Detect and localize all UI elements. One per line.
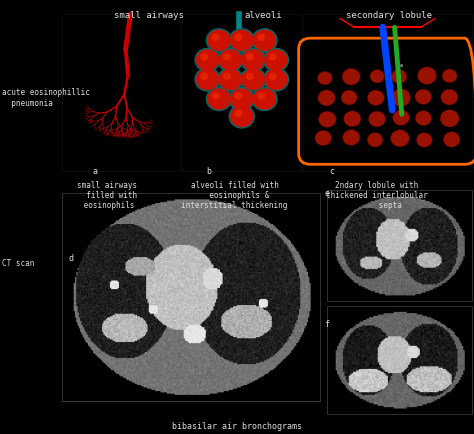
- Circle shape: [318, 91, 335, 107]
- Circle shape: [440, 111, 459, 128]
- Circle shape: [240, 49, 266, 73]
- Circle shape: [235, 111, 242, 118]
- Circle shape: [391, 70, 407, 85]
- Circle shape: [269, 54, 276, 61]
- Circle shape: [315, 131, 332, 146]
- Text: f: f: [325, 319, 330, 328]
- Text: e: e: [325, 189, 330, 198]
- Circle shape: [241, 50, 265, 72]
- Circle shape: [264, 50, 288, 72]
- Circle shape: [235, 93, 242, 100]
- Circle shape: [370, 70, 384, 84]
- Circle shape: [253, 30, 276, 52]
- Circle shape: [263, 68, 289, 92]
- Circle shape: [343, 130, 360, 146]
- Circle shape: [206, 88, 232, 112]
- FancyBboxPatch shape: [182, 15, 301, 171]
- Text: alveoli filled with
  eosinophils &
interstitial thickening: alveoli filled with eosinophils & inters…: [182, 180, 288, 210]
- Circle shape: [443, 132, 460, 148]
- FancyBboxPatch shape: [62, 15, 180, 171]
- Circle shape: [207, 30, 231, 52]
- Text: acute eosinophillic
  pneumonia: acute eosinophillic pneumonia: [2, 88, 90, 107]
- Circle shape: [415, 90, 432, 105]
- Circle shape: [269, 74, 276, 81]
- Circle shape: [230, 89, 254, 111]
- Circle shape: [240, 68, 266, 92]
- Circle shape: [442, 70, 457, 83]
- Circle shape: [257, 93, 265, 100]
- Circle shape: [196, 50, 219, 72]
- Circle shape: [219, 69, 242, 91]
- Circle shape: [207, 89, 231, 111]
- Circle shape: [228, 88, 255, 112]
- Circle shape: [251, 29, 278, 53]
- Text: bibasilar air bronchograms: bibasilar air bronchograms: [172, 421, 302, 430]
- Circle shape: [246, 74, 254, 81]
- Circle shape: [223, 54, 231, 61]
- Circle shape: [418, 68, 437, 85]
- Text: secondary lobule: secondary lobule: [346, 11, 432, 20]
- Circle shape: [219, 50, 242, 72]
- Text: a: a: [399, 63, 402, 68]
- Circle shape: [246, 54, 254, 61]
- Circle shape: [201, 54, 208, 61]
- Circle shape: [344, 112, 361, 128]
- Circle shape: [212, 35, 219, 42]
- Circle shape: [367, 133, 383, 148]
- Circle shape: [230, 30, 254, 52]
- Circle shape: [223, 74, 231, 81]
- Text: 2ndary lobule with
thickened interlobular
      septa: 2ndary lobule with thickened interlobula…: [326, 180, 428, 210]
- Circle shape: [194, 68, 221, 92]
- Text: d: d: [69, 254, 74, 263]
- Circle shape: [228, 105, 255, 129]
- Circle shape: [441, 90, 458, 106]
- Text: c: c: [329, 167, 335, 176]
- Text: small airways
  filled with
 eosinophils: small airways filled with eosinophils: [77, 180, 137, 210]
- Circle shape: [342, 69, 360, 86]
- Circle shape: [212, 93, 219, 100]
- Circle shape: [368, 112, 385, 128]
- Circle shape: [253, 89, 276, 111]
- Circle shape: [241, 69, 265, 91]
- Circle shape: [416, 133, 432, 148]
- Circle shape: [415, 112, 432, 126]
- Circle shape: [263, 49, 289, 73]
- Circle shape: [217, 68, 244, 92]
- Circle shape: [206, 29, 232, 53]
- Circle shape: [251, 88, 278, 112]
- Text: alveoli: alveoli: [244, 11, 282, 20]
- Circle shape: [257, 35, 265, 42]
- Text: a: a: [92, 167, 98, 176]
- Circle shape: [230, 106, 254, 128]
- Circle shape: [194, 49, 221, 73]
- Circle shape: [201, 74, 208, 81]
- Circle shape: [367, 91, 384, 106]
- Circle shape: [264, 69, 288, 91]
- Circle shape: [391, 130, 410, 148]
- Circle shape: [341, 91, 357, 106]
- Text: small airways: small airways: [114, 11, 184, 20]
- Circle shape: [196, 69, 219, 91]
- Text: CT scan: CT scan: [2, 258, 35, 267]
- Circle shape: [235, 35, 242, 42]
- Circle shape: [392, 89, 410, 107]
- FancyBboxPatch shape: [62, 193, 320, 401]
- Text: b: b: [206, 167, 211, 176]
- Circle shape: [392, 111, 410, 126]
- FancyBboxPatch shape: [303, 15, 472, 171]
- Circle shape: [217, 49, 244, 73]
- Circle shape: [228, 29, 255, 53]
- Circle shape: [319, 112, 336, 128]
- Circle shape: [318, 72, 332, 85]
